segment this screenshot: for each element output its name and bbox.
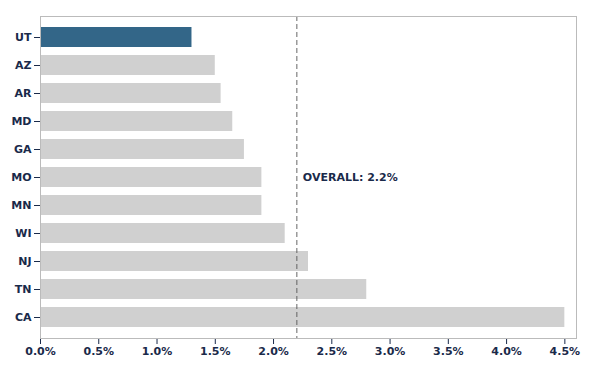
svg-text:AR: AR	[15, 87, 33, 100]
svg-text:1.0%: 1.0%	[142, 345, 173, 358]
svg-text:1.5%: 1.5%	[200, 345, 231, 358]
svg-text:GA: GA	[14, 143, 32, 156]
svg-text:MD: MD	[11, 115, 31, 128]
svg-text:MN: MN	[11, 199, 31, 212]
svg-text:OVERALL: 2.2%: OVERALL: 2.2%	[303, 171, 398, 184]
svg-text:4.5%: 4.5%	[550, 345, 581, 358]
svg-text:3.0%: 3.0%	[375, 345, 406, 358]
svg-text:2.5%: 2.5%	[317, 345, 348, 358]
svg-text:CA: CA	[15, 311, 32, 324]
svg-text:TN: TN	[15, 283, 32, 296]
svg-text:2.0%: 2.0%	[258, 345, 289, 358]
svg-text:WI: WI	[15, 227, 31, 240]
svg-text:MO: MO	[11, 171, 31, 184]
svg-text:3.5%: 3.5%	[433, 345, 464, 358]
svg-text:0.5%: 0.5%	[84, 345, 115, 358]
svg-text:NJ: NJ	[18, 255, 31, 268]
svg-text:4.0%: 4.0%	[491, 345, 522, 358]
svg-text:AZ: AZ	[15, 59, 32, 72]
svg-text:UT: UT	[15, 31, 32, 44]
svg-text:0.0%: 0.0%	[25, 345, 56, 358]
